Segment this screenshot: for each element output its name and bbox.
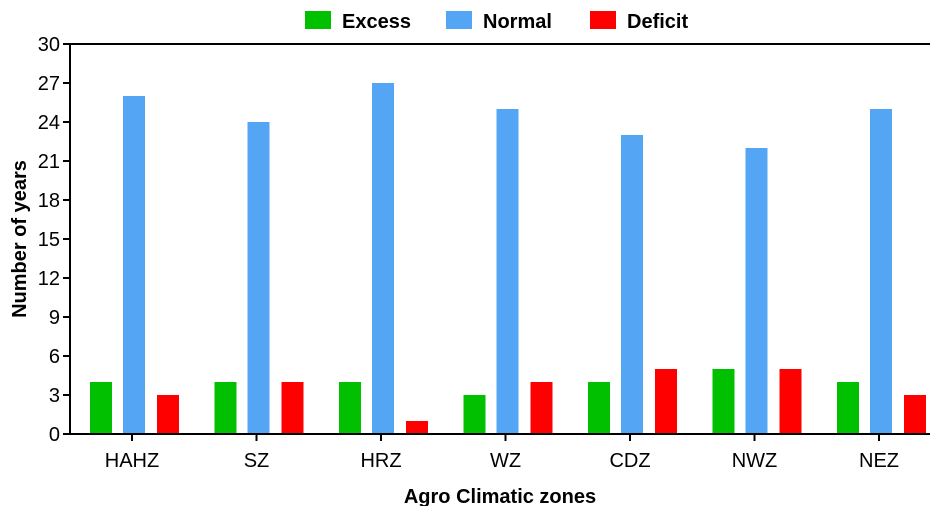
x-tick-label: WZ (490, 450, 521, 472)
bar-normal-cdz (621, 135, 643, 434)
legend-label-deficit: Deficit (627, 11, 688, 33)
y-tick-label: 12 (38, 268, 60, 290)
bar-excess-hrz (339, 382, 361, 434)
bar-excess-sz (214, 382, 237, 434)
y-axis-title: Number of years (9, 160, 31, 318)
bar-deficit-hahz (157, 395, 179, 434)
bar-excess-nwz (712, 369, 735, 434)
x-tick-label: SZ (244, 450, 270, 472)
bar-deficit-nwz (779, 369, 802, 434)
y-tick-label: 0 (49, 424, 60, 446)
bar-excess-cdz (588, 382, 610, 434)
legend-label-normal: Normal (483, 11, 552, 33)
bar-excess-hahz (90, 382, 112, 434)
y-tick-label: 6 (49, 346, 60, 368)
bar-deficit-nez (904, 395, 926, 434)
legend-label-excess: Excess (342, 11, 411, 33)
y-tick-label: 9 (49, 307, 60, 329)
x-tick-label: HAHZ (105, 450, 159, 472)
legend-swatch-normal (446, 11, 472, 29)
y-tick-label: 18 (38, 190, 60, 212)
y-tick-label: 15 (38, 229, 60, 251)
x-ticks: HAHZ SZ HRZ WZ CDZ NWZ NEZ (105, 434, 899, 472)
bar-normal-hahz (123, 96, 145, 434)
bar-normal-nez (870, 109, 892, 434)
y-ticks: 0 3 6 9 12 15 18 21 24 27 30 (38, 34, 70, 446)
bar-deficit-hrz (406, 421, 428, 434)
legend-swatch-deficit (590, 11, 616, 29)
bar-deficit-wz (530, 382, 553, 434)
bar-normal-sz (247, 122, 270, 434)
bar-normal-wz (496, 109, 519, 434)
x-axis-title: Agro Climatic zones (404, 486, 596, 506)
x-tick-label: CDZ (609, 450, 650, 472)
legend: Excess Normal Deficit (305, 11, 688, 33)
bar-deficit-sz (281, 382, 304, 434)
y-tick-label: 3 (49, 385, 60, 407)
bar-normal-hrz (372, 83, 394, 434)
x-tick-label: NEZ (859, 450, 899, 472)
legend-swatch-excess (305, 11, 331, 29)
y-tick-label: 27 (38, 73, 60, 95)
bars-group (90, 83, 926, 434)
bar-excess-wz (463, 395, 486, 434)
x-tick-label: HRZ (360, 450, 401, 472)
y-tick-label: 30 (38, 34, 60, 56)
y-tick-label: 21 (38, 151, 60, 173)
x-tick-label: NWZ (732, 450, 778, 472)
bar-excess-nez (837, 382, 859, 434)
y-tick-label: 24 (38, 112, 60, 134)
bar-deficit-cdz (655, 369, 677, 434)
bar-normal-nwz (745, 148, 768, 434)
